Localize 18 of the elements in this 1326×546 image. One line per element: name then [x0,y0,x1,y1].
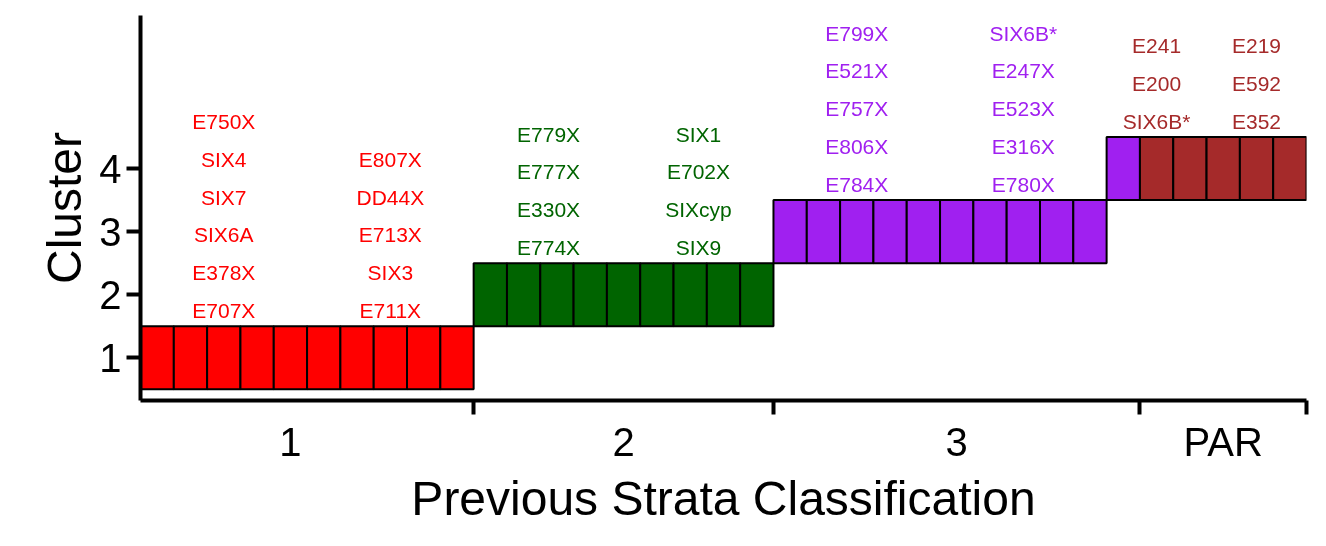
x-tick-label: 3 [945,419,968,464]
annotation: SIX6B* E247X E523X E316X E780X [989,21,1058,197]
annotation: E241 E200 SIX6B* [1122,34,1191,134]
y-tick-label: 1 [99,335,122,380]
y-tick-label: 2 [99,272,122,317]
annotation: SIX1 E702X SIXcyp SIX9 [665,122,732,260]
annotation: E807X DD44X E713X SIX3 E711X [356,147,425,323]
annotation: E750X SIX4 SIX7 SIX6A E378X E707X [192,109,256,323]
x-tick-label: 1 [279,419,302,464]
annotation: E219 E592 E352 [1232,34,1282,134]
annotation: E779X E777X E330X E774X [517,122,581,260]
y-tick-label: 4 [99,146,122,191]
x-tick-label: 2 [612,419,635,464]
x-axis-title: Previous Strata Classification [411,471,1036,525]
y-axis-title: Cluster [38,131,92,285]
x-tick-label: PAR [1183,419,1263,464]
annotation: E799X E521X E757X E806X E784X [825,21,889,197]
y-tick-label: 3 [99,209,122,254]
